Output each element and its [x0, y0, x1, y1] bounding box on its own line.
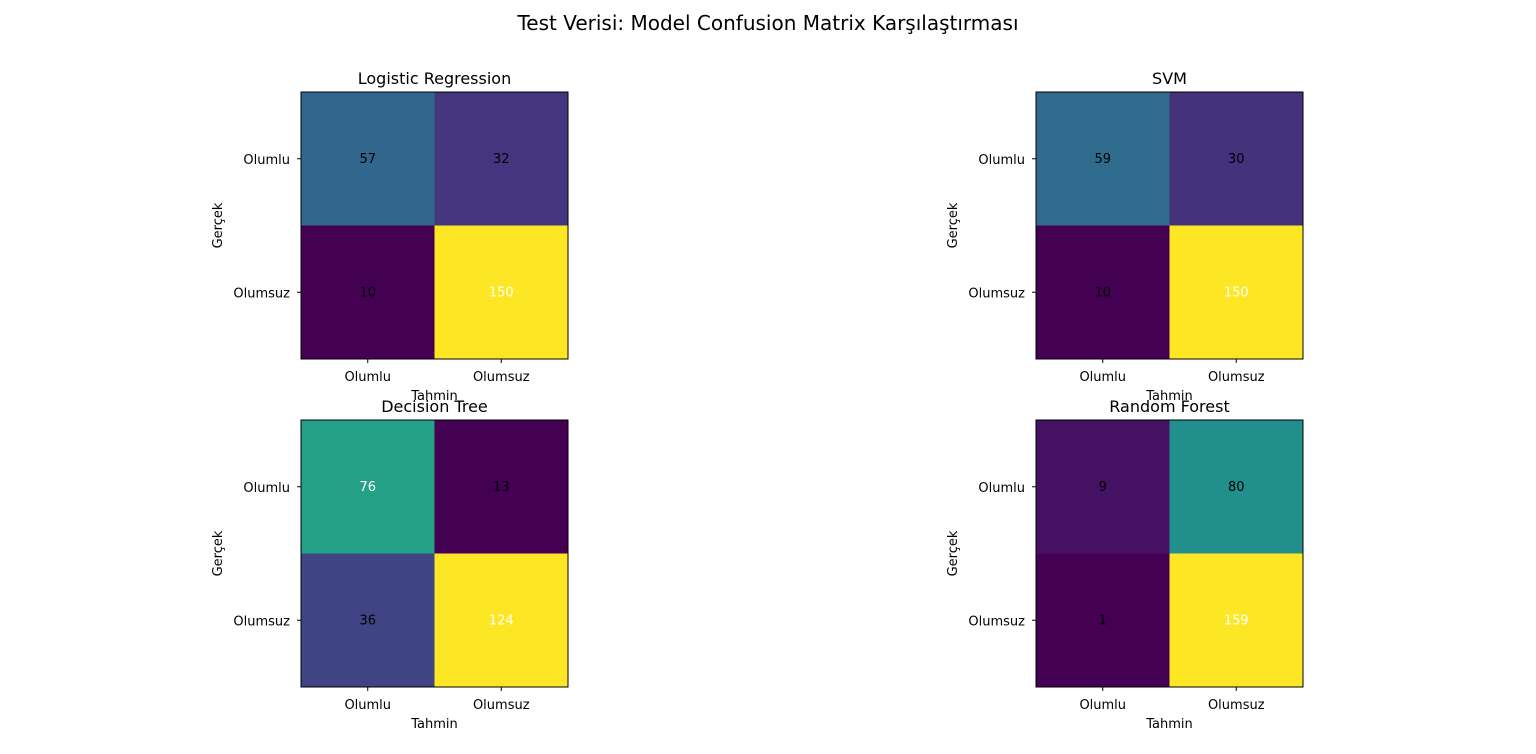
y-axis-label: Gerçek	[211, 202, 226, 248]
heatmap-cell	[301, 225, 435, 360]
cell-value-label: 36	[359, 613, 376, 628]
y-tick-label: Olumsuz	[968, 614, 1025, 629]
heatmap-cell	[1169, 553, 1304, 688]
heatmap-cell	[1036, 225, 1170, 360]
y-tick-label: Olumsuz	[233, 614, 290, 629]
heatmap-panel: 59 30 10 150 Olumlu Olumsuz Olumlu Olumsuz SVM Ta…	[946, 69, 1304, 404]
cell-value-label: 13	[493, 480, 510, 495]
heatmap-cell	[1036, 420, 1170, 554]
panel-title: SVM	[1152, 69, 1187, 88]
heatmap-panel: 57 32 10 150 Olumlu Olumsuz Olumlu Olumsuz Logis…	[211, 69, 569, 404]
x-tick-label: Olumlu	[1079, 370, 1126, 385]
x-tick-label: Olumsuz	[1208, 370, 1265, 385]
y-axis-label: Gerçek	[946, 202, 961, 248]
cell-value-label: 150	[489, 285, 514, 300]
heatmap-cell	[1169, 225, 1304, 360]
cell-value-label: 1	[1099, 613, 1107, 628]
cell-value-label: 76	[359, 480, 376, 495]
y-tick-label: Olumlu	[978, 153, 1025, 168]
x-tick-label: Olumlu	[344, 370, 391, 385]
cell-value-label: 10	[1094, 285, 1111, 300]
y-tick-label: Olumsuz	[968, 286, 1025, 301]
cell-value-label: 124	[489, 613, 514, 628]
cell-value-label: 80	[1228, 480, 1245, 495]
x-tick-label: Olumlu	[344, 698, 391, 713]
axes-frame	[1035, 419, 1304, 688]
heatmap-cell	[434, 420, 569, 554]
heatmap-cell	[301, 553, 435, 688]
cell-value-label: 59	[1094, 152, 1111, 167]
y-axis-label: Gerçek	[211, 530, 226, 576]
heatmap-panel: 76 13 36 124 Olumlu Olumsuz Olumlu Olumsuz Decis…	[211, 397, 569, 732]
heatmap-cell	[301, 92, 435, 226]
cell-value-label: 57	[359, 152, 376, 167]
y-tick-label: Olumsuz	[233, 286, 290, 301]
axes-frame	[300, 419, 569, 688]
cell-value-label: 32	[493, 152, 510, 167]
x-axis-label: Tahmin	[410, 389, 458, 404]
heatmap-panel: 9 80 1 159 Olumlu Olumsuz Olumlu Olumsuz Random …	[946, 397, 1304, 732]
x-axis-label: Tahmin	[1145, 389, 1193, 404]
panels: 57 32 10 150 Olumlu Olumsuz Olumlu Olumsuz Logis…	[211, 69, 1304, 732]
panel-title: Decision Tree	[381, 397, 488, 416]
figure-title: Test Verisi: Model Confusion Matrix Karş…	[516, 11, 1018, 35]
panel-title: Logistic Regression	[358, 69, 511, 88]
panel-title: Random Forest	[1109, 397, 1229, 416]
heatmap-cell	[301, 420, 435, 554]
x-tick-label: Olumlu	[1079, 698, 1126, 713]
heatmap-cell	[1169, 92, 1304, 226]
cell-value-label: 9	[1099, 480, 1107, 495]
cell-value-label: 30	[1228, 152, 1245, 167]
y-axis-label: Gerçek	[946, 530, 961, 576]
axes-frame	[1035, 91, 1304, 360]
x-axis-label: Tahmin	[1145, 717, 1193, 732]
x-tick-label: Olumsuz	[473, 698, 530, 713]
heatmap-cell	[434, 92, 569, 226]
x-tick-label: Olumsuz	[1208, 698, 1265, 713]
cell-value-label: 159	[1224, 613, 1249, 628]
heatmap-cell	[434, 553, 569, 688]
heatmap-cell	[434, 225, 569, 360]
y-tick-label: Olumlu	[978, 481, 1025, 496]
axes-frame	[300, 91, 569, 360]
x-tick-label: Olumsuz	[473, 370, 530, 385]
heatmap-cell	[1169, 420, 1304, 554]
x-axis-label: Tahmin	[410, 717, 458, 732]
y-tick-label: Olumlu	[243, 153, 290, 168]
heatmap-cell	[1036, 92, 1170, 226]
y-tick-label: Olumlu	[243, 481, 290, 496]
heatmap-cell	[1036, 553, 1170, 688]
cell-value-label: 10	[359, 285, 376, 300]
cell-value-label: 150	[1224, 285, 1249, 300]
